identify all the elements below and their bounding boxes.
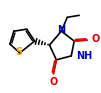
Text: O: O: [49, 77, 58, 87]
Text: O: O: [91, 34, 99, 44]
Text: N: N: [57, 25, 65, 35]
Text: S: S: [15, 47, 22, 57]
Text: NH: NH: [76, 51, 92, 61]
